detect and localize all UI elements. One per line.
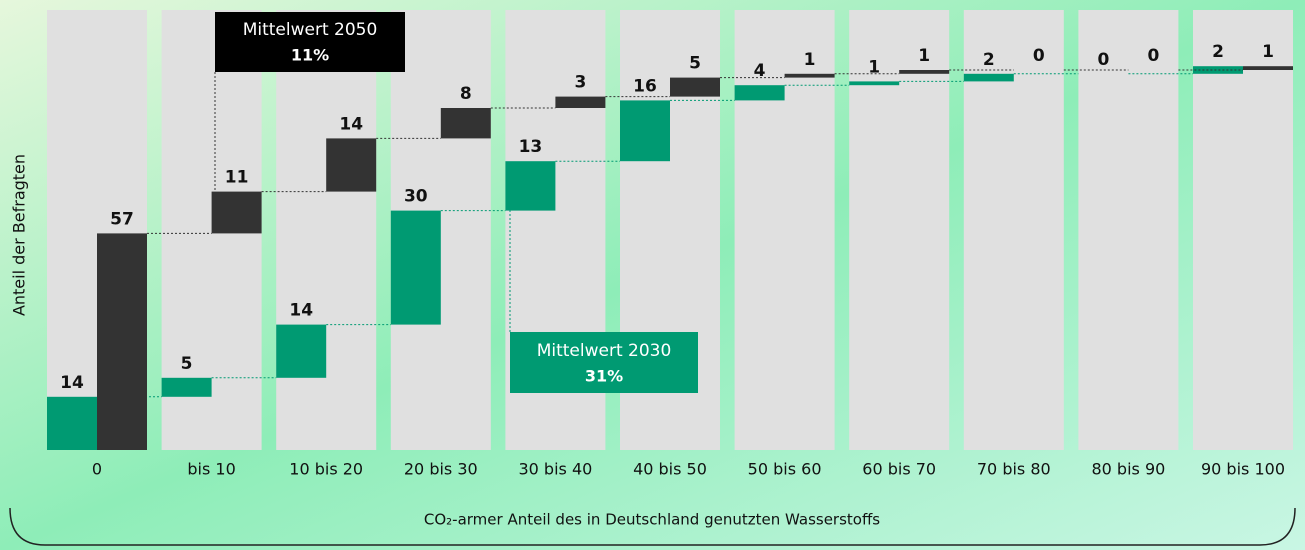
bar bbox=[784, 73, 835, 78]
column-band bbox=[276, 10, 377, 450]
bar bbox=[1243, 66, 1293, 70]
bar bbox=[1193, 66, 1243, 74]
x-tick-label: 90 bis 100 bbox=[1201, 460, 1285, 479]
y-axis-label: Anteil der Befragten bbox=[10, 154, 29, 316]
value-label: 2 bbox=[1212, 42, 1224, 62]
bar bbox=[505, 161, 556, 211]
value-label: 0 bbox=[1147, 46, 1159, 66]
annotation-title: Mittelwert 2030 bbox=[537, 341, 672, 361]
value-label: 16 bbox=[633, 76, 657, 96]
annotation-box bbox=[215, 12, 405, 72]
value-label: 14 bbox=[339, 114, 363, 134]
bar bbox=[899, 70, 950, 74]
bar bbox=[390, 210, 441, 325]
x-tick-label: 0 bbox=[92, 460, 102, 479]
value-label: 14 bbox=[289, 301, 313, 321]
x-tick-label: 30 bis 40 bbox=[518, 460, 592, 479]
bar bbox=[211, 191, 262, 234]
bar bbox=[161, 377, 212, 397]
value-label: 14 bbox=[60, 373, 84, 393]
bar bbox=[97, 233, 147, 450]
bracket bbox=[9, 507, 1296, 546]
bar bbox=[555, 96, 606, 108]
value-label: 5 bbox=[689, 54, 701, 74]
column-band bbox=[1193, 10, 1293, 450]
value-label: 8 bbox=[460, 84, 472, 104]
value-label: 3 bbox=[574, 73, 586, 93]
value-label: 30 bbox=[404, 187, 428, 207]
bar bbox=[849, 81, 900, 86]
value-label: 11 bbox=[225, 168, 249, 188]
column-band bbox=[1078, 10, 1179, 450]
x-tick-label: 60 bis 70 bbox=[862, 460, 936, 479]
bar bbox=[440, 108, 491, 139]
value-label: 1 bbox=[868, 57, 880, 77]
x-tick-label: 50 bis 60 bbox=[748, 460, 822, 479]
value-label: 0 bbox=[1097, 50, 1109, 70]
value-label: 5 bbox=[181, 354, 193, 374]
bar bbox=[326, 138, 377, 192]
x-axis-label: CO₂-armer Anteil des in Deutschland genu… bbox=[424, 511, 880, 529]
value-label: 13 bbox=[519, 137, 543, 157]
column-band bbox=[849, 10, 950, 450]
bar bbox=[620, 100, 670, 162]
annotation-box bbox=[510, 332, 698, 393]
annotation-title: Mittelwert 2050 bbox=[243, 20, 378, 40]
value-label: 4 bbox=[754, 61, 766, 81]
bar bbox=[47, 396, 97, 450]
value-label: 1 bbox=[918, 46, 930, 66]
bar bbox=[276, 324, 327, 378]
bar bbox=[963, 73, 1014, 82]
x-tick-label: bis 10 bbox=[187, 460, 235, 479]
x-tick-label: 80 bis 90 bbox=[1091, 460, 1165, 479]
column-band bbox=[963, 10, 1064, 450]
x-tick-label: 70 bis 80 bbox=[977, 460, 1051, 479]
x-tick-label: 10 bis 20 bbox=[289, 460, 363, 479]
value-label: 0 bbox=[1033, 46, 1045, 66]
value-label: 1 bbox=[1262, 42, 1274, 62]
x-tick-label: 40 bis 50 bbox=[633, 460, 707, 479]
annotation-value: 11% bbox=[291, 46, 329, 65]
column-band bbox=[734, 10, 835, 450]
bar bbox=[734, 85, 785, 101]
value-label: 2 bbox=[983, 50, 995, 70]
x-tick-label: 20 bis 30 bbox=[404, 460, 478, 479]
bar bbox=[670, 77, 720, 97]
value-label: 57 bbox=[110, 209, 134, 229]
value-label: 1 bbox=[804, 50, 816, 70]
annotation-value: 31% bbox=[585, 367, 623, 386]
